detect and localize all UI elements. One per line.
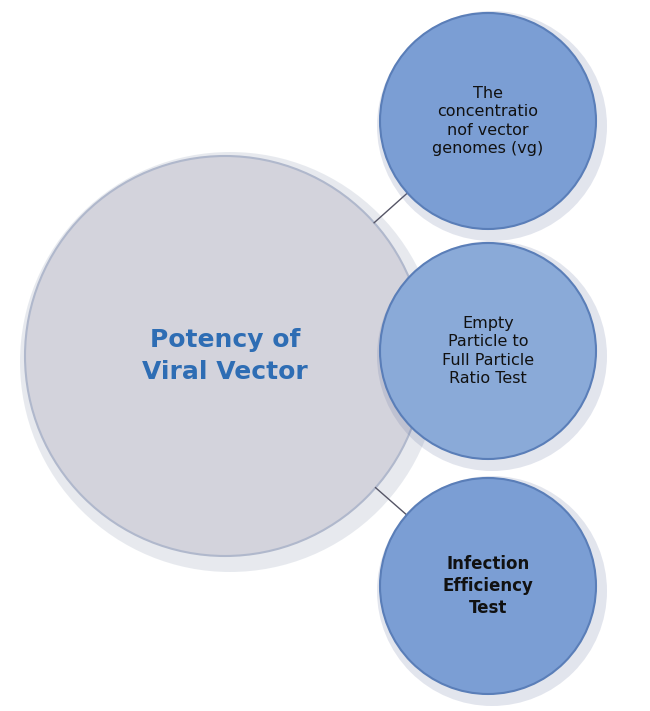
Circle shape (377, 241, 607, 471)
Text: Empty
Particle to
Full Particle
Ratio Test: Empty Particle to Full Particle Ratio Te… (442, 316, 534, 386)
Circle shape (25, 156, 425, 556)
Circle shape (380, 13, 596, 229)
Circle shape (380, 243, 596, 459)
Circle shape (377, 11, 607, 241)
Circle shape (377, 476, 607, 706)
Text: The
concentratio
nof vector
genomes (vg): The concentratio nof vector genomes (vg) (432, 85, 543, 156)
Text: Infection
Efficiency
Test: Infection Efficiency Test (443, 555, 534, 617)
Text: Potency of
Viral Vector: Potency of Viral Vector (142, 328, 308, 384)
Circle shape (20, 152, 440, 572)
Circle shape (380, 478, 596, 694)
